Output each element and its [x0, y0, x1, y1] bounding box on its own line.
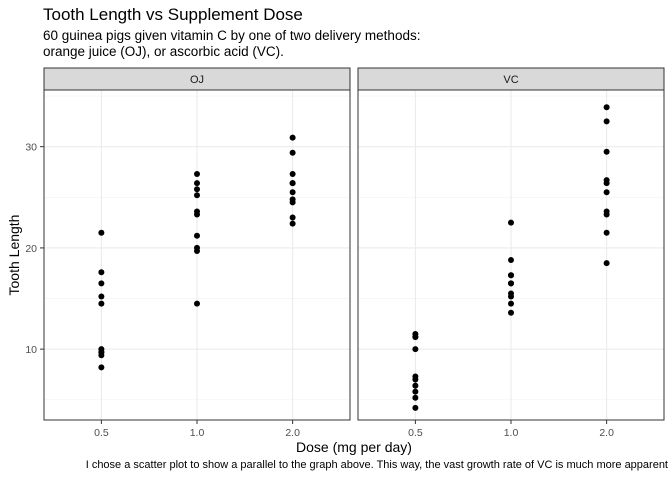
facet-strip — [357, 67, 665, 91]
y-axis-title: Tooth Length — [6, 215, 22, 296]
data-point — [98, 293, 105, 300]
y-tick-label: 30 — [25, 142, 37, 154]
data-point — [289, 220, 296, 227]
data-point — [412, 376, 419, 383]
data-point — [412, 346, 419, 353]
data-point — [289, 189, 296, 196]
data-point — [289, 171, 296, 178]
facet-panels: OJ 0.5 1.0 2.0 VC 0.5 1.0 2.0 — [43, 67, 665, 439]
chart-title: Tooth Length vs Supplement Dose — [43, 5, 303, 24]
data-point — [412, 404, 419, 411]
x-tick-label: 2.0 — [599, 427, 614, 439]
chart-subtitle: 60 guinea pigs given vitamin C by one of… — [43, 28, 421, 59]
data-point — [508, 300, 514, 307]
data-point — [603, 229, 610, 236]
facet-strip-label: OJ — [190, 74, 204, 86]
facet-oj: OJ 0.5 1.0 2.0 — [43, 67, 351, 439]
data-point — [603, 148, 610, 155]
data-point — [603, 211, 610, 218]
data-point — [98, 269, 105, 276]
y-axis: 10 20 30 — [25, 142, 44, 356]
data-point — [194, 244, 200, 251]
data-point — [194, 186, 200, 193]
facet-vc: VC 0.5 1.0 2.0 — [357, 67, 665, 439]
facet-strip-label: VC — [503, 74, 518, 86]
data-point — [194, 192, 200, 199]
data-point — [508, 309, 514, 316]
data-point — [289, 196, 296, 203]
data-point — [98, 229, 105, 236]
data-point — [289, 134, 296, 141]
y-tick-label: 20 — [25, 243, 37, 255]
data-point — [98, 280, 105, 287]
x-tick-label: 1.0 — [190, 427, 205, 439]
data-point — [289, 180, 296, 187]
y-tick-label: 10 — [25, 344, 37, 356]
x-tick-label: 2.0 — [285, 427, 300, 439]
data-point — [98, 364, 105, 371]
data-point — [289, 149, 296, 156]
chart-caption: I chose a scatter plot to show a paralle… — [85, 459, 668, 471]
data-point — [603, 177, 610, 184]
data-point — [412, 388, 419, 395]
data-point — [508, 280, 514, 287]
data-point — [194, 171, 200, 178]
data-point — [508, 290, 514, 297]
x-tick-label: 1.0 — [504, 427, 519, 439]
x-tick-label: 0.5 — [94, 427, 109, 439]
data-point — [603, 104, 610, 111]
data-point — [98, 300, 105, 307]
data-point — [412, 394, 419, 401]
data-point — [412, 333, 419, 340]
data-point — [194, 300, 200, 307]
data-point — [508, 219, 514, 226]
data-point — [603, 118, 610, 125]
facet-strip — [43, 67, 351, 91]
data-point — [508, 272, 514, 279]
data-point — [194, 208, 200, 215]
data-point — [289, 214, 296, 221]
data-point — [603, 189, 610, 196]
data-point — [194, 232, 200, 239]
data-point — [194, 180, 200, 187]
data-point — [98, 349, 105, 356]
x-axis-title: Dose (mg per day) — [296, 439, 412, 455]
data-point — [412, 382, 419, 389]
data-point — [508, 257, 514, 264]
x-tick-label: 0.5 — [408, 427, 423, 439]
data-point — [603, 260, 610, 267]
